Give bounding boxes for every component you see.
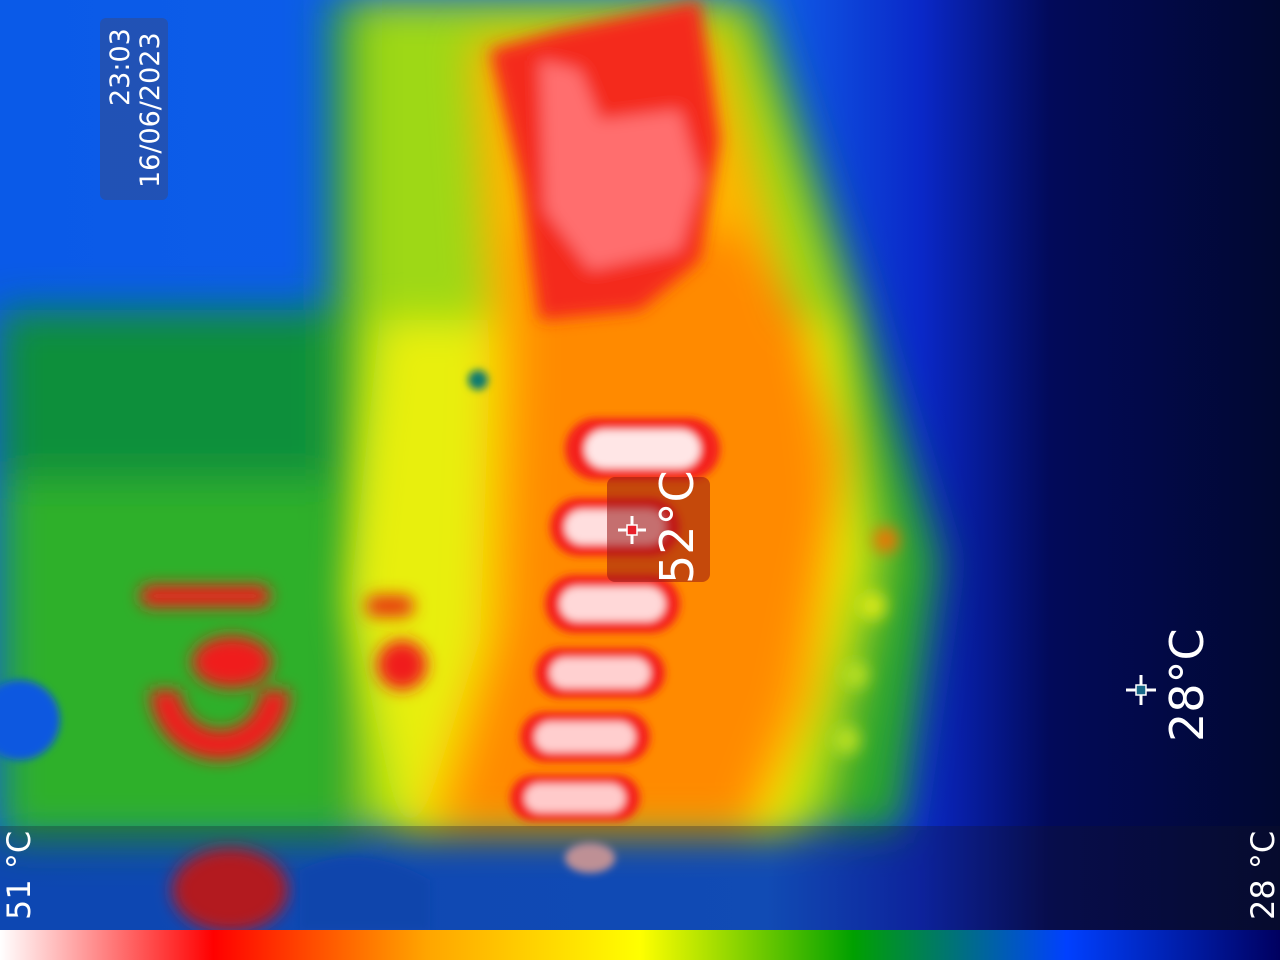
- max-temperature-label: 51 °C: [0, 830, 38, 920]
- crosshair-icon: [1126, 675, 1156, 705]
- center-spot-temperature: 52°C: [650, 470, 704, 584]
- min-temperature-label: 28 °C: [1244, 830, 1280, 920]
- date-label: 16/06/2023: [135, 32, 166, 188]
- scale-band: [0, 826, 1280, 930]
- crosshair-icon: [618, 516, 646, 544]
- time-label: 23:03: [105, 28, 136, 106]
- color-palette-bar: [0, 930, 1280, 960]
- cold-spot-temperature: 28°C: [1160, 628, 1214, 742]
- timestamp-box: [100, 18, 168, 200]
